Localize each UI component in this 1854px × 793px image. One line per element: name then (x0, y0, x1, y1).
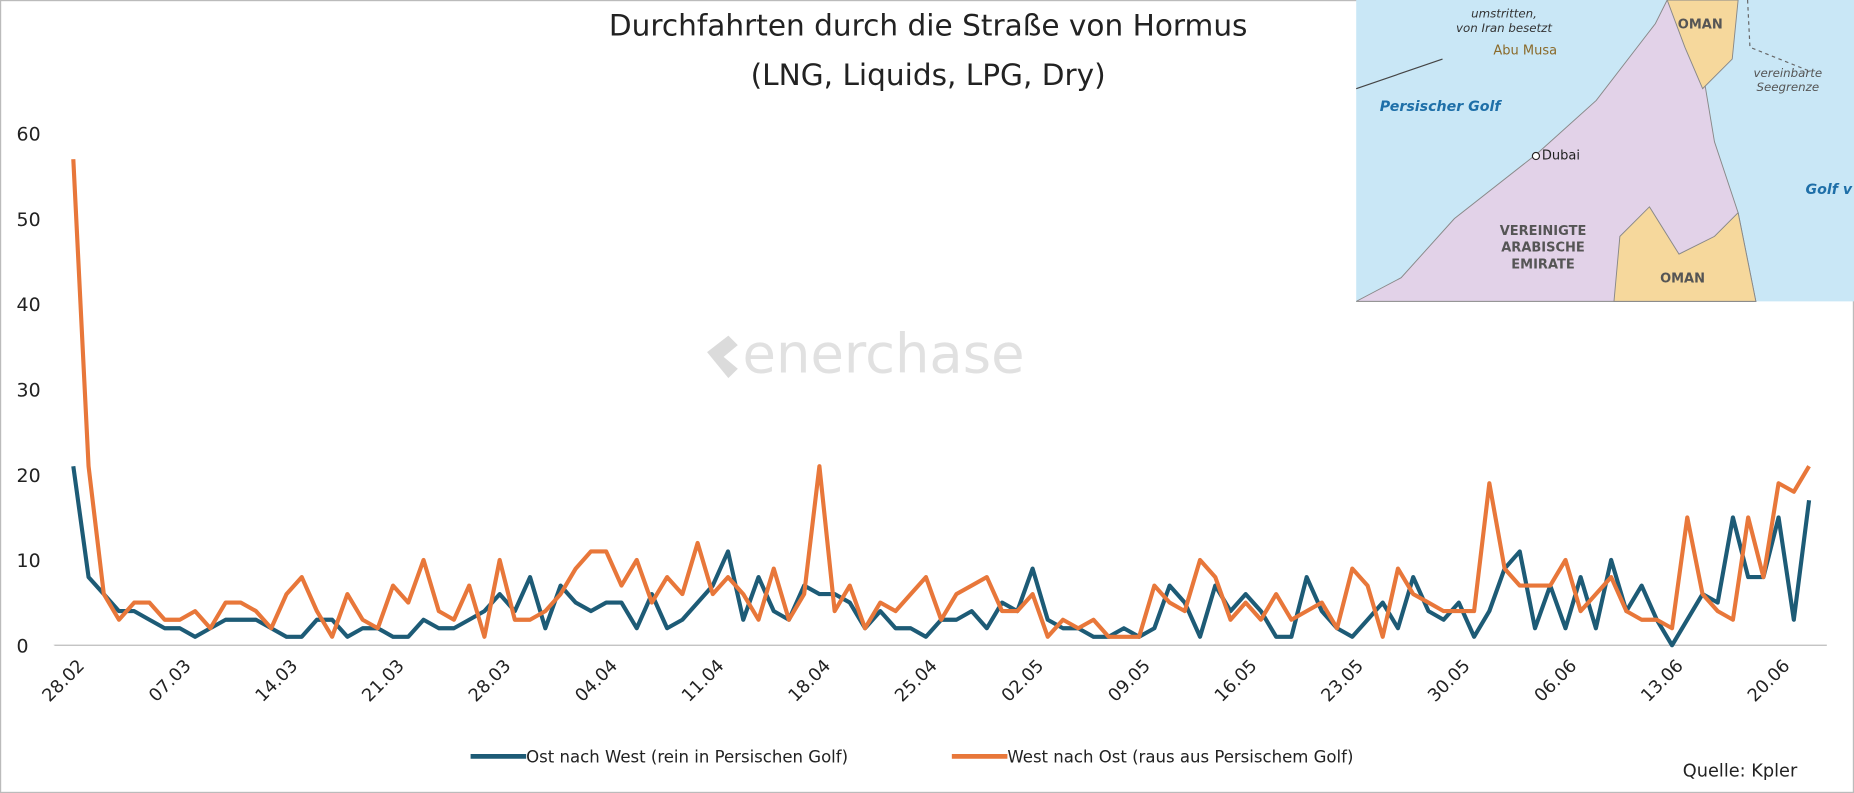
oman-south (1613, 206, 1757, 302)
map-inset: umstritten, von Iran besetzt Abu Musa OM… (1355, 0, 1854, 302)
map-label: Abu Musa (1493, 43, 1557, 58)
map-label: vereinbarte (1753, 66, 1822, 80)
map-label: OMAN (1678, 17, 1723, 32)
chart-title: Durchfahrten durch die Straße von Hormus (609, 8, 1248, 42)
sea-border (1746, 0, 1810, 72)
map-label: von Iran besetzt (1456, 21, 1552, 35)
city-dot (1531, 151, 1541, 161)
map-label: Dubai (1542, 149, 1580, 164)
y-tick-label: 50 (17, 209, 41, 231)
y-tick-label: 40 (17, 294, 41, 316)
source: Quelle: Kpler (1683, 761, 1798, 781)
legend-label: Ost nach West (rein in Persischen Golf) (526, 747, 848, 766)
map-label: VEREINIGTE (1500, 224, 1587, 239)
map-label: Golf v (1806, 182, 1853, 198)
map-label: OMAN (1660, 271, 1705, 286)
oman-north (1666, 0, 1739, 90)
watermark-text: enerchase (743, 322, 1025, 385)
y-tick-label: 30 (17, 380, 41, 402)
map-label: Persischer Golf (1380, 99, 1503, 115)
series-line (71, 159, 1811, 639)
y-tick-label: 20 (17, 465, 41, 487)
border (1356, 58, 1443, 90)
y-tick-label: 0 (17, 635, 29, 657)
map-label: Seegrenze (1756, 80, 1819, 94)
y-tick-label: 10 (17, 550, 41, 572)
map-label: umstritten, (1471, 7, 1537, 21)
map-label: ARABISCHE (1501, 241, 1585, 256)
watermark: enerchase (707, 322, 1025, 385)
chart-subtitle: (LNG, Liquids, LPG, Dry) (751, 58, 1106, 92)
watermark-icon (707, 335, 738, 379)
map-label: EMIRATE (1511, 257, 1574, 272)
y-tick-label: 60 (17, 124, 41, 146)
legend-label: West nach Ost (raus aus Persischem Golf) (1007, 747, 1353, 766)
